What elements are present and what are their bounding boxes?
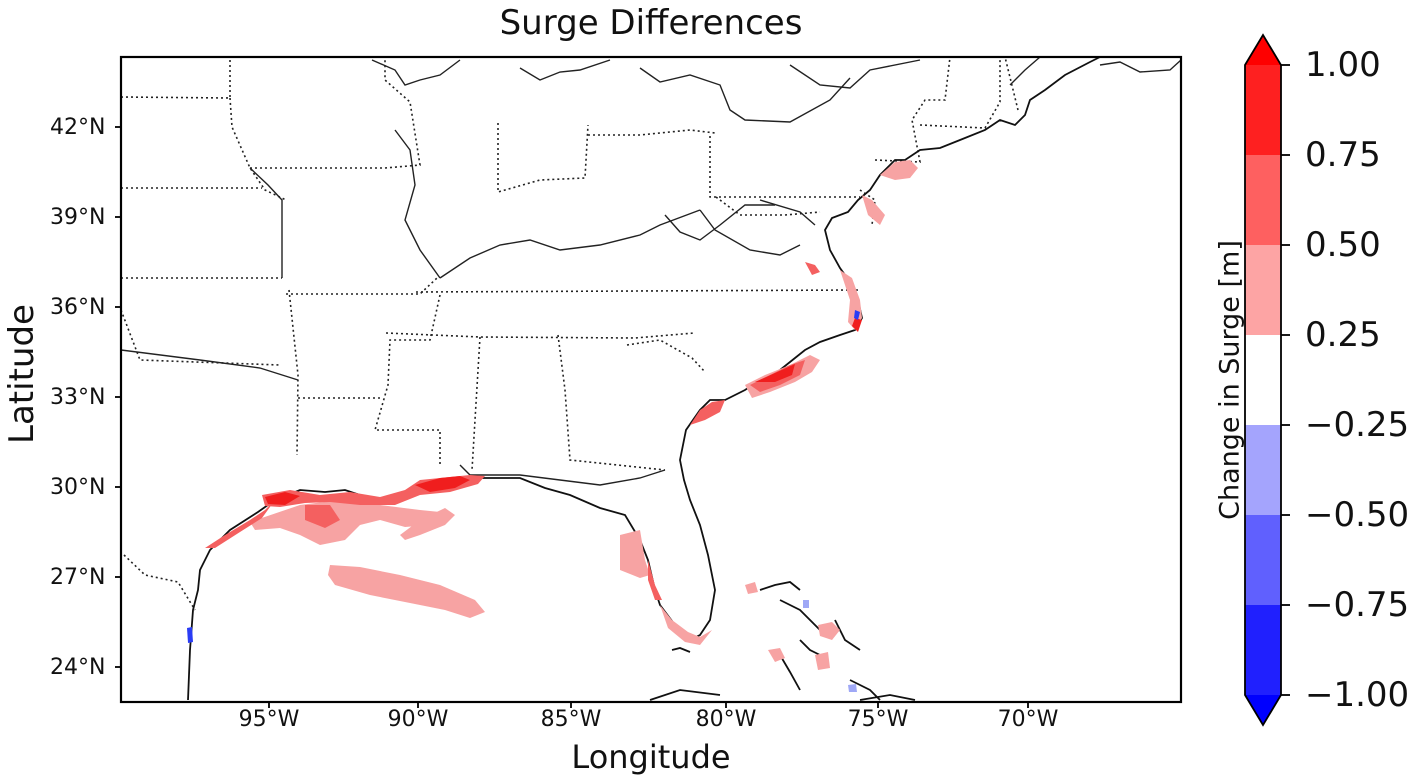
surge-patch-gulf-west	[250, 500, 445, 545]
colorbar-bin	[1245, 65, 1281, 155]
colorbar-tick-label: −0.50	[1305, 495, 1410, 535]
colorbar-bin	[1245, 155, 1281, 245]
surge-patch-blue-texas	[187, 627, 193, 643]
colorbar-over-arrow	[1245, 35, 1281, 65]
lon-tick-label: 80°W	[695, 707, 757, 732]
lat-tick-label: 30°N	[50, 475, 106, 500]
solid-boundaries	[120, 56, 1182, 486]
surge-patch-texas-inner	[305, 505, 340, 528]
lat-tick-label: 36°N	[50, 295, 106, 320]
surge-patch-blue-cuba	[848, 684, 857, 692]
lon-tick-label: 70°W	[997, 707, 1059, 732]
surge-patch-georgia	[690, 400, 725, 425]
colorbar	[1244, 33, 1290, 727]
surge-patches	[187, 160, 918, 692]
surge-patch-blue-pamlico	[854, 310, 860, 320]
colorbar-bin	[1245, 335, 1281, 425]
x-axis-label: Longitude	[571, 738, 731, 776]
lat-tick-label: 33°N	[50, 385, 106, 410]
surge-patch-blue-bahamas	[803, 600, 809, 608]
surge-patch-bahamas-3	[815, 652, 830, 670]
state-boundaries	[120, 56, 1019, 611]
lat-tick-label: 42°N	[50, 115, 106, 140]
surge-patch-bahamas-4	[745, 582, 758, 594]
map-plot-area	[119, 55, 1183, 704]
colorbar-tick-label: 0.50	[1305, 225, 1381, 265]
colorbar-tick-label: −0.75	[1305, 585, 1410, 625]
surge-patch-delta-dark	[415, 476, 470, 492]
lat-tick-label: 39°N	[50, 205, 106, 230]
colorbar-under-arrow	[1245, 695, 1281, 725]
surge-patch-florida-gulf	[620, 530, 650, 578]
colorbar-tick-label: 0.75	[1305, 135, 1381, 175]
colorbar-tick-label: −1.00	[1305, 675, 1410, 715]
colorbar-bin	[1245, 515, 1281, 605]
surge-patch-outer-banks-dark	[852, 318, 862, 332]
colorbar-bin	[1245, 245, 1281, 335]
lat-tick-label: 24°N	[50, 655, 106, 680]
lat-tick-label: 27°N	[50, 565, 106, 590]
surge-patch-chesapeake	[805, 262, 820, 275]
axis-ticks	[115, 126, 1029, 708]
surge-patch-delmarva	[862, 195, 885, 225]
colorbar-tick-label: −0.25	[1305, 405, 1410, 445]
surge-patch-new-jersey	[880, 160, 918, 180]
lon-tick-label: 90°W	[387, 707, 449, 732]
lon-tick-label: 95°W	[238, 707, 300, 732]
surge-patch-louisiana-dark	[265, 492, 300, 505]
lon-tick-label: 75°W	[847, 707, 909, 732]
surge-patch-bahamas-2	[768, 648, 785, 662]
lon-tick-label: 85°W	[540, 707, 602, 732]
surge-patch-carolina-dark	[755, 364, 795, 382]
surge-patch-bahamas-1	[818, 622, 840, 640]
colorbar-bin	[1245, 425, 1281, 515]
surge-patch-gulf-plume	[328, 565, 485, 618]
surge-patch-florida-sw	[648, 560, 662, 600]
colorbar-tick-label: 1.00	[1305, 45, 1381, 85]
colorbar-bin	[1245, 605, 1281, 695]
surge-patch-florida-keys	[660, 605, 712, 645]
colorbar-tick-label: 0.25	[1305, 315, 1381, 355]
surge-patch-gulf-central	[400, 508, 455, 540]
map-title: Surge Differences	[499, 3, 803, 43]
colorbar-label: Change in Surge [m]	[1214, 240, 1246, 520]
